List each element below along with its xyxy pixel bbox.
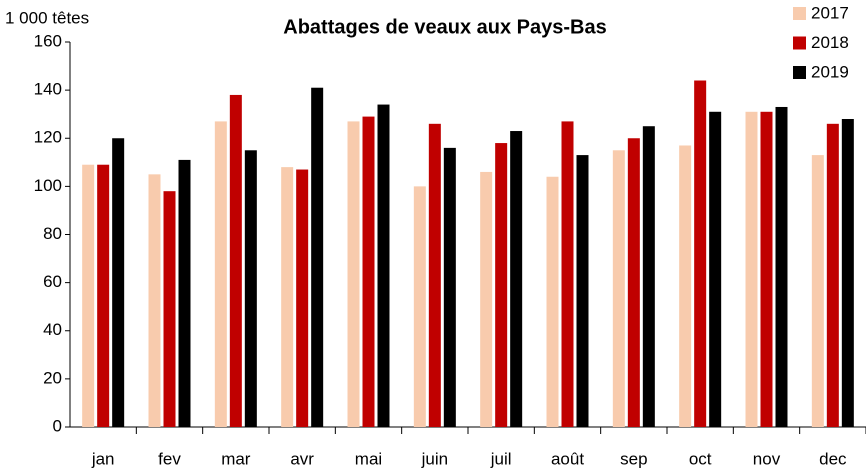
y-axis-label: 1 000 têtes [5,8,89,27]
bar [112,138,125,427]
y-tick-label: 160 [34,31,62,50]
bar [148,174,161,427]
x-tick-label: oct [689,449,712,468]
bar [311,87,324,427]
bar [362,116,375,427]
y-tick-label: 40 [43,320,62,339]
x-tick-label: dec [819,449,847,468]
legend-swatch [793,66,806,79]
bar [561,121,574,427]
bar [214,121,227,427]
bar [709,111,722,427]
legend-label: 2018 [811,33,849,52]
x-tick-label: nov [753,449,781,468]
bar [811,155,824,427]
bar [347,121,360,427]
bar [510,131,523,427]
bar [428,123,441,427]
x-tick-label: juil [490,449,512,468]
chart-title: Abattages de veaux aux Pays-Bas [283,16,607,38]
x-tick-label: avr [290,449,314,468]
x-tick-label: jan [91,449,115,468]
bar [82,164,95,427]
y-tick-label: 20 [43,368,62,387]
bar [178,159,191,427]
bar [296,169,309,427]
legend-swatch [793,7,806,20]
bar [679,145,692,427]
bar [281,167,294,427]
x-tick-label: sep [620,449,647,468]
bar [642,126,655,427]
bar [826,123,839,427]
bar [480,171,493,427]
y-tick-label: 100 [34,176,62,195]
bar [244,150,257,427]
legend-swatch [793,36,806,50]
bar [841,119,854,427]
bar [443,147,456,427]
bar [612,150,625,427]
x-tick-label: fev [158,449,181,468]
bar [627,138,640,427]
bar [745,111,758,427]
y-tick-label: 60 [43,272,62,291]
x-tick-label: mar [221,449,251,468]
x-tick-label: août [551,449,584,468]
y-tick-label: 140 [34,80,62,99]
bar [229,94,242,427]
y-tick-label: 120 [34,128,62,147]
bar [377,104,390,427]
x-tick-label: mai [355,449,382,468]
bar [694,80,707,427]
bar [97,164,110,427]
bar [775,106,788,427]
bar [163,191,176,427]
x-tick-label: juin [421,449,448,468]
bar [413,186,426,427]
legend-label: 2017 [811,3,849,22]
y-tick-label: 0 [53,416,62,435]
legend-label: 2019 [811,62,849,81]
bar [760,111,773,427]
bar [495,143,508,427]
bar [546,176,559,427]
y-tick-label: 80 [43,224,62,243]
bar [576,155,589,427]
